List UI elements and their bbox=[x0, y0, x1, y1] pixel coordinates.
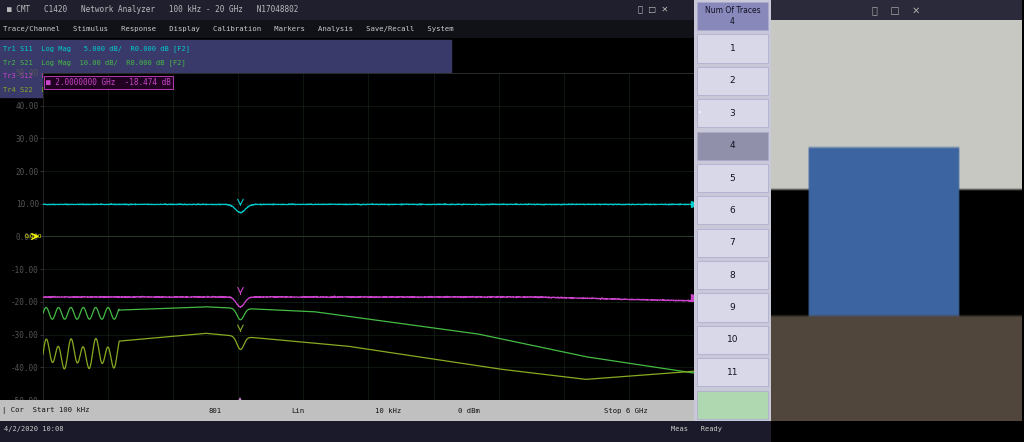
Text: 10 kHz: 10 kHz bbox=[375, 408, 401, 414]
Text: －    □    ✕: － □ ✕ bbox=[872, 5, 921, 15]
Text: 3: 3 bbox=[729, 109, 735, 118]
Bar bbox=[697, 293, 768, 322]
Bar bbox=[697, 132, 768, 160]
Text: 7: 7 bbox=[729, 238, 735, 247]
Bar bbox=[697, 229, 768, 257]
Text: Trace/Channel   Stimulus   Response   Display   Calibration   Markers   Analysis: Trace/Channel Stimulus Response Display … bbox=[3, 26, 454, 32]
Text: 4: 4 bbox=[729, 141, 735, 150]
Text: Num Of Traces
4: Num Of Traces 4 bbox=[705, 7, 760, 26]
Text: Tr3 S12  Log Mag  10.00 dB/  R0.000 dB [F2]: Tr3 S12 Log Mag 10.00 dB/ R0.000 dB [F2] bbox=[3, 72, 186, 79]
Text: | Cor  Start 100 kHz: | Cor Start 100 kHz bbox=[2, 407, 89, 414]
Bar bbox=[697, 326, 768, 354]
Text: Meas   Ready: Meas Ready bbox=[671, 426, 722, 432]
Bar bbox=[697, 391, 768, 419]
Bar bbox=[697, 261, 768, 289]
Text: Lin: Lin bbox=[292, 408, 304, 414]
Bar bbox=[697, 2, 768, 30]
Text: 5: 5 bbox=[729, 174, 735, 183]
Text: 1: 1 bbox=[729, 44, 735, 53]
Text: 9: 9 bbox=[729, 303, 735, 312]
Text: ·: · bbox=[698, 106, 702, 120]
Text: 8: 8 bbox=[729, 271, 735, 280]
Bar bbox=[697, 99, 768, 127]
Bar bbox=[697, 67, 768, 95]
Text: 11: 11 bbox=[727, 368, 738, 377]
Text: Tr2 S21  Log Mag  10.00 dB/  R0.000 dB [F2]: Tr2 S21 Log Mag 10.00 dB/ R0.000 dB [F2] bbox=[3, 59, 186, 66]
Text: ■ 2.0000000 GHz  -18.474 dB: ■ 2.0000000 GHz -18.474 dB bbox=[46, 78, 171, 87]
Bar bbox=[697, 164, 768, 192]
Bar bbox=[697, 358, 768, 386]
Text: 801: 801 bbox=[208, 408, 221, 414]
Text: ■ CMT   C1420   Network Analyzer   100 kHz - 20 GHz   N17048802: ■ CMT C1420 Network Analyzer 100 kHz - 2… bbox=[7, 5, 298, 15]
Text: 10: 10 bbox=[727, 335, 738, 344]
Text: Tr4 S22  Log Mag  10.00 dB/  R0.000 dB [F2]: Tr4 S22 Log Mag 10.00 dB/ R0.000 dB [F2] bbox=[3, 86, 186, 93]
Text: －  □  ✕: － □ ✕ bbox=[638, 5, 669, 15]
Bar bbox=[697, 34, 768, 63]
Text: 6: 6 bbox=[729, 206, 735, 215]
Bar bbox=[0, 40, 452, 97]
Text: Stop 6 GHz: Stop 6 GHz bbox=[604, 408, 647, 414]
Text: Tr1 S11  Log Mag   5.000 dB/  R0.000 dB [F2]: Tr1 S11 Log Mag 5.000 dB/ R0.000 dB [F2] bbox=[3, 46, 190, 52]
Text: 4/2/2020 10:08: 4/2/2020 10:08 bbox=[4, 426, 63, 432]
Text: 2: 2 bbox=[729, 76, 735, 85]
Bar bbox=[697, 196, 768, 225]
Text: 0.000: 0.000 bbox=[25, 234, 42, 239]
Text: 0 dBm: 0 dBm bbox=[458, 408, 480, 414]
